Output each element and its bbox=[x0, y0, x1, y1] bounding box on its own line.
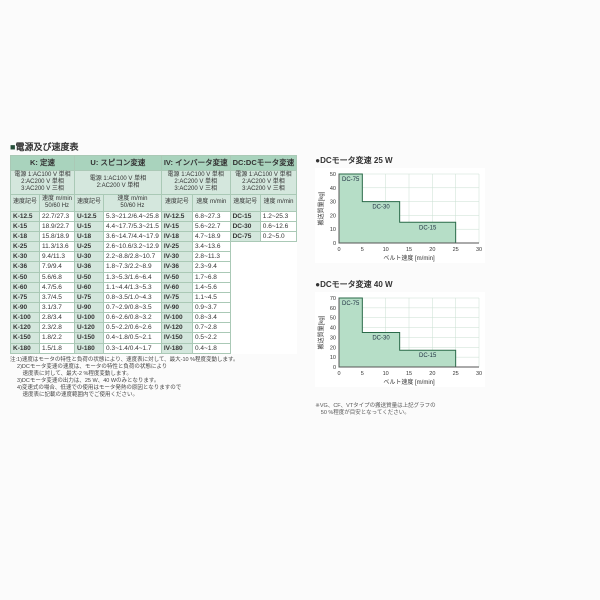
svg-text:搬送質量[kg]: 搬送質量[kg] bbox=[317, 315, 325, 349]
svg-text:30: 30 bbox=[330, 335, 336, 341]
svg-text:0: 0 bbox=[338, 371, 341, 377]
head-code: 速度記号 bbox=[161, 194, 192, 211]
head-val: 速度 m/min bbox=[192, 194, 230, 211]
svg-text:0: 0 bbox=[333, 241, 336, 247]
svg-text:15: 15 bbox=[406, 247, 412, 253]
svg-text:10: 10 bbox=[330, 355, 336, 361]
svg-text:50: 50 bbox=[330, 316, 336, 322]
svg-text:ベルト速度 [m/min]: ベルト速度 [m/min] bbox=[384, 254, 436, 262]
table-row: K-12.522.7/27.3U-12.55.3~21.2/6.4~25.8IV… bbox=[11, 211, 297, 221]
svg-text:25: 25 bbox=[453, 371, 459, 377]
svg-text:20: 20 bbox=[330, 345, 336, 351]
step-label: DC-75 bbox=[342, 301, 360, 307]
head-code: 速度記号 bbox=[75, 194, 104, 211]
svg-text:0: 0 bbox=[338, 247, 341, 253]
svg-text:20: 20 bbox=[330, 213, 336, 219]
page-title: ■電源及び速度表 bbox=[10, 140, 590, 153]
svg-text:20: 20 bbox=[430, 247, 436, 253]
svg-text:10: 10 bbox=[330, 227, 336, 233]
svg-text:5: 5 bbox=[361, 247, 364, 253]
svg-text:25: 25 bbox=[453, 247, 459, 253]
table-row: K-753.7/4.5U-750.8~3.5/1.0~4.3IV-751.1~4… bbox=[11, 292, 297, 302]
svg-text:30: 30 bbox=[476, 371, 482, 377]
svg-text:30: 30 bbox=[330, 200, 336, 206]
chart-footnote: ※VG、CF、VTタイプの搬送質量は上記グラフの 50 %程度が目安となってくだ… bbox=[315, 403, 485, 417]
svg-text:搬送質量[kg]: 搬送質量[kg] bbox=[317, 191, 325, 225]
step-label: DC-30 bbox=[373, 205, 391, 211]
head-code: 速度記号 bbox=[11, 194, 40, 211]
notes-block: 注:1)速度はモータの特性と負荷の状態により、速度表に対して、最大-10 %程度… bbox=[10, 357, 297, 400]
step-label: DC-75 bbox=[342, 177, 360, 183]
table-row: K-367.9/9.4U-361.8~7.3/2.2~8.9IV-362.3~9… bbox=[11, 262, 297, 272]
step-label: DC-15 bbox=[419, 353, 437, 359]
svg-text:70: 70 bbox=[330, 296, 336, 302]
power-note: 電源 1:AC100 V 単相2:AC200 V 単相3:AC200 V 三相 bbox=[11, 171, 75, 195]
svg-text:10: 10 bbox=[383, 247, 389, 253]
head-val: 速度 m/min bbox=[260, 194, 296, 211]
power-note: 電源 1:AC100 V 単相2:AC200 V 単相3:AC200 V 三相 bbox=[230, 171, 297, 195]
svg-text:50: 50 bbox=[330, 172, 336, 178]
step-label: DC-15 bbox=[419, 225, 437, 231]
note-line: 注:1)速度はモータの特性と負荷の状態により、速度表に対して、最大-10 %程度… bbox=[10, 357, 297, 364]
table-row: K-1815.8/18.9U-183.6~14.7/4.4~17.9IV-184… bbox=[11, 231, 297, 241]
power-note: 電源 1:AC100 V 単相2:AC200 V 単相 bbox=[75, 171, 162, 195]
head-val: 速度 m/min50/60 Hz bbox=[104, 194, 162, 211]
table-row: K-309.4/11.3U-302.2~8.8/2.8~10.7IV-302.8… bbox=[11, 252, 297, 262]
svg-text:40: 40 bbox=[330, 186, 336, 192]
charts-panel: ●DCモータ変速 25 W DC-75 DC-30 DC-15 0 5 10 15 20 25 30… bbox=[315, 155, 485, 417]
svg-text:15: 15 bbox=[406, 371, 412, 377]
col-group: IV: インバータ変速 bbox=[161, 156, 230, 171]
svg-text:ベルト速度 [m/min]: ベルト速度 [m/min] bbox=[384, 378, 436, 386]
table-row: K-903.1/3.7U-900.7~2.9/0.8~3.5IV-900.9~3… bbox=[11, 302, 297, 312]
table-row: K-1202.3/2.8U-1200.5~2.2/0.6~2.6IV-1200.… bbox=[11, 323, 297, 333]
chart-title: ●DCモータ変速 40 W bbox=[315, 279, 485, 290]
title-text: 電源及び速度表 bbox=[15, 142, 78, 152]
col-group: U: スピコン変速 bbox=[75, 156, 162, 171]
svg-text:20: 20 bbox=[430, 371, 436, 377]
col-group: K: 定速 bbox=[11, 156, 75, 171]
table-row: K-604.7/5.6U-601.1~4.4/1.3~5.3IV-601.4~5… bbox=[11, 282, 297, 292]
power-note: 電源 1:AC100 V 単相2:AC200 V 単相3:AC200 V 三相 bbox=[161, 171, 230, 195]
svg-text:60: 60 bbox=[330, 306, 336, 312]
chart-title: ●DCモータ変速 25 W bbox=[315, 155, 485, 166]
table-row: K-505.6/6.8U-501.3~5.3/1.6~6.4IV-501.7~6… bbox=[11, 272, 297, 282]
dc-chart: DC-75 DC-30 DC-15 0 5 10 15 20 25 30 0 10 20 30 40 50 60… bbox=[315, 292, 485, 387]
table-row: K-1518.9/22.7U-154.4~17.7/5.3~21.5IV-155… bbox=[11, 221, 297, 231]
head-code: 速度記号 bbox=[230, 194, 260, 211]
svg-text:40: 40 bbox=[330, 326, 336, 332]
note-line: 速度表に記載の速度範囲内でご使用ください。 bbox=[10, 392, 297, 399]
table-row: K-2511.3/13.6U-252.6~10.6/3.2~12.9IV-253… bbox=[11, 242, 297, 252]
svg-text:10: 10 bbox=[383, 371, 389, 377]
table-row: K-1002.8/3.4U-1000.6~2.6/0.8~3.2IV-1000.… bbox=[11, 313, 297, 323]
col-group: DC:DCモータ変速 bbox=[230, 156, 297, 171]
table-row: K-1801.5/1.8U-1800.3~1.4/0.4~1.7IV-1800.… bbox=[11, 343, 297, 353]
head-val: 速度 m/min50/60 Hz bbox=[40, 194, 75, 211]
dc-chart: DC-75 DC-30 DC-15 0 5 10 15 20 25 30 0 10 20 30 40 50 ベル… bbox=[315, 168, 485, 263]
svg-text:0: 0 bbox=[333, 365, 336, 371]
step-label: DC-30 bbox=[373, 336, 391, 342]
svg-text:30: 30 bbox=[476, 247, 482, 253]
spec-table: K: 定速U: スピコン変速IV: インバータ変速DC:DCモータ変速電源 1:… bbox=[10, 155, 297, 354]
svg-text:5: 5 bbox=[361, 371, 364, 377]
table-row: K-1501.8/2.2U-1500.4~1.8/0.5~2.1IV-1500.… bbox=[11, 333, 297, 343]
note-line: 2)DCモータ変速の速度は、モータの特性と負荷の状態により bbox=[10, 364, 297, 371]
